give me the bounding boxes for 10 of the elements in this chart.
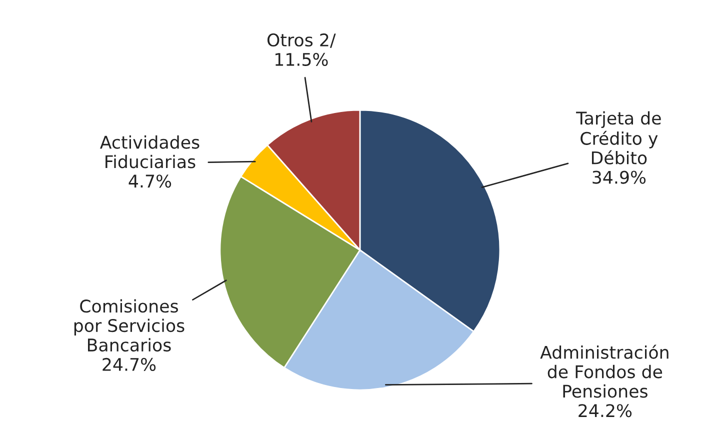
slice-label: Tarjeta de Crédito y Débito (576, 111, 661, 164)
slice-label: Otros 2/ (267, 33, 336, 48)
data-label: 4.7% (128, 174, 172, 188)
slice-label: Actividades Fiduciarias (100, 135, 200, 168)
data-label: 11.5% (275, 52, 328, 66)
slice-label: Administración de Fondos de Pensiones (540, 344, 668, 398)
data-label: 24.2% (578, 404, 632, 418)
data-label: 24.7% (102, 358, 156, 372)
data-label: 34.9% (592, 170, 646, 184)
slice-label: Comisiones por Servicios Bancarios (74, 299, 184, 352)
